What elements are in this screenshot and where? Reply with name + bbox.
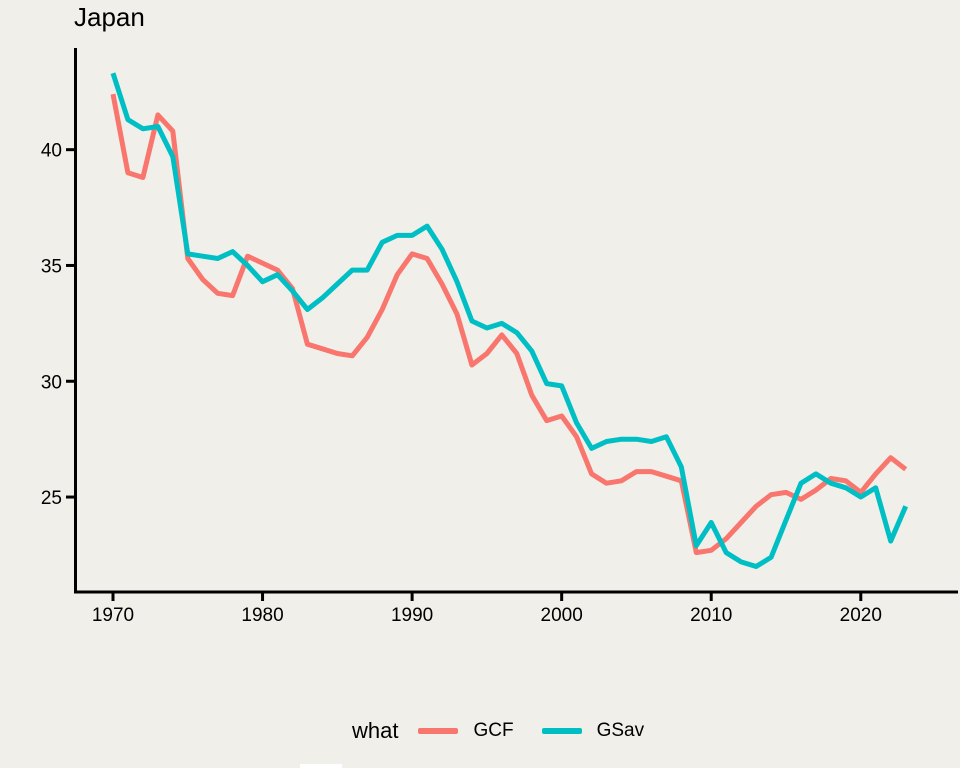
screen-edge-artifact: [300, 764, 342, 768]
x-tick-label: 2020: [840, 605, 882, 626]
x-tick-label: 1980: [241, 605, 283, 626]
gcf-line: [110, 93, 908, 556]
legend-entry-gcf: GCF: [418, 720, 514, 742]
gsav-line-swatch-icon: [541, 728, 582, 734]
y-tick-label: 30: [41, 372, 62, 393]
y-tick-label: 40: [41, 141, 62, 162]
x-tick-label: 1990: [391, 605, 433, 626]
legend-label-gsav: GSav: [596, 720, 645, 741]
series-lines: [110, 72, 908, 569]
legend-label-gcf: GCF: [473, 720, 514, 741]
gsav-line: [110, 72, 908, 569]
gcf-line-swatch-icon: [418, 728, 459, 734]
chart-title: Japan: [74, 2, 145, 32]
legend-title: what: [352, 718, 399, 743]
x-tick-label: 1970: [92, 605, 134, 626]
y-axis-ticks: 25 30 35 40: [41, 141, 75, 509]
legend: what GCF GSav: [352, 710, 654, 752]
x-axis-ticks: 1970 1980 1990 2000 2010 2020: [92, 592, 882, 626]
x-tick-label: 2010: [690, 605, 732, 626]
x-tick-label: 2000: [541, 605, 583, 626]
y-tick-label: 35: [41, 256, 62, 277]
legend-entry-gsav: GSav: [541, 720, 645, 742]
y-tick-label: 25: [41, 488, 62, 509]
